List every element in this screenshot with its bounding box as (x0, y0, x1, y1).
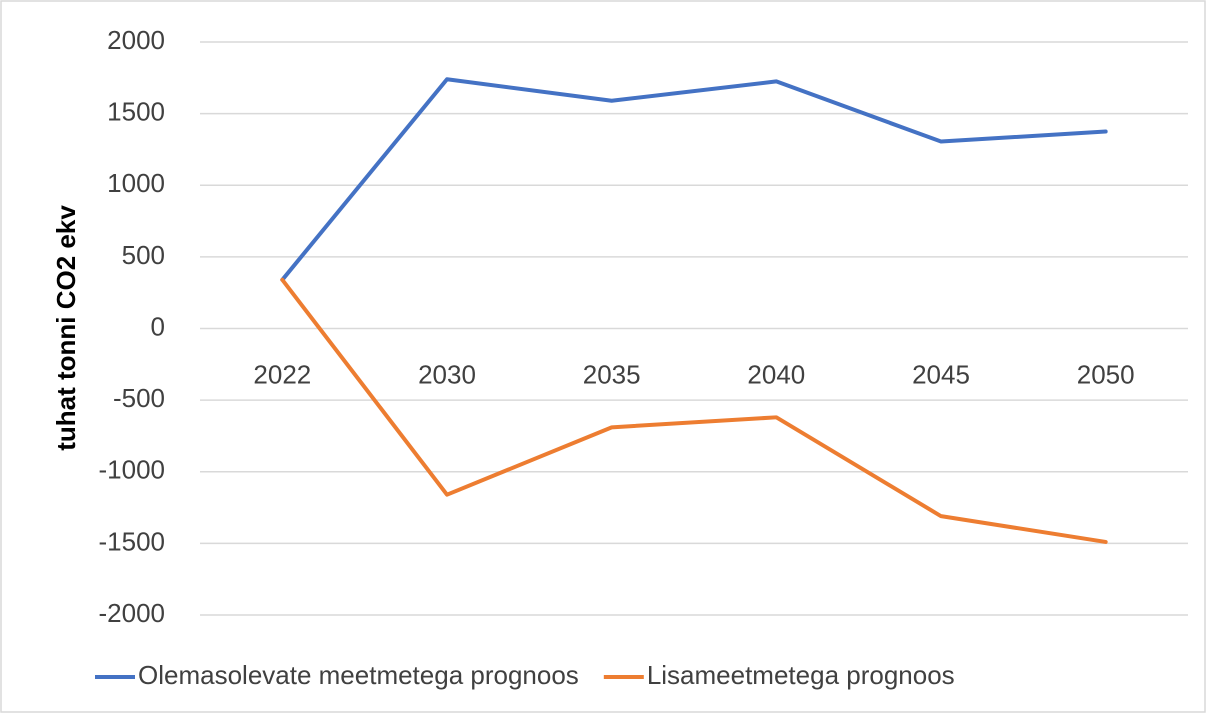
data-line (280, 77, 1108, 282)
x-tick-label: 2030 (418, 359, 476, 389)
y-tick-label: 0 (151, 311, 165, 341)
x-tick-label: 2045 (912, 359, 970, 389)
y-tick-label: 1000 (107, 168, 165, 198)
x-tick-label: 2022 (253, 359, 311, 389)
data-line (280, 277, 1108, 544)
y-tick-label: 500 (122, 240, 165, 270)
y-tick-label: 2000 (107, 25, 165, 55)
legend-label: Olemasolevate meetmetega prognoos (138, 660, 579, 690)
x-tick-label: 2040 (747, 359, 805, 389)
y-tick-label: -1000 (99, 455, 166, 485)
x-tick-label: 2035 (583, 359, 641, 389)
y-tick-label: 1500 (107, 97, 165, 127)
y-tick-label: -1500 (99, 526, 166, 556)
x-tick-label: 2050 (1077, 359, 1135, 389)
y-tick-label: -500 (113, 383, 165, 413)
y-tick-label: -2000 (99, 598, 166, 628)
legend-label: Lisameetmetega prognoos (647, 660, 955, 690)
y-axis-label: tuhat tonni CO2 ekv (51, 205, 81, 451)
